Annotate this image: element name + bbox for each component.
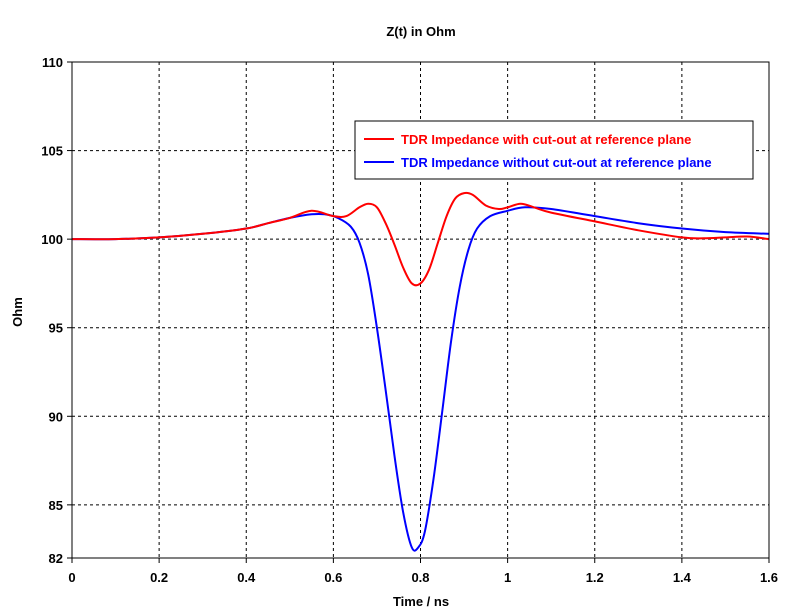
x-tick-label: 0.6 — [324, 570, 342, 585]
y-tick-label: 82 — [49, 551, 63, 566]
series-line-with-cutout — [71, 191, 770, 287]
x-tick-label: 0 — [68, 570, 75, 585]
x-tick-label: 0.4 — [237, 570, 256, 585]
y-tick-label: 95 — [49, 321, 63, 336]
legend: TDR Impedance with cut-out at reference … — [354, 120, 754, 180]
y-axis-ticks: 82 85 90 95 100 105 110 — [41, 55, 72, 566]
chart-title: Z(t) in Ohm — [386, 24, 455, 39]
x-tick-label: 0.8 — [411, 570, 429, 585]
x-tick-label: 1.2 — [586, 570, 604, 585]
x-tick-label: 1.6 — [760, 570, 778, 585]
legend-box — [354, 120, 754, 180]
x-axis-ticks: 0 0.2 0.4 0.6 0.8 1 1.2 1.4 1.6 — [68, 558, 778, 585]
series-layer — [71, 191, 770, 552]
y-axis-label: Ohm — [10, 297, 25, 327]
y-tick-label: 105 — [41, 144, 63, 159]
y-tick-label: 110 — [42, 55, 63, 70]
x-tick-label: 1.4 — [673, 570, 692, 585]
x-axis-label: Time / ns — [393, 594, 449, 609]
y-tick-label: 85 — [49, 498, 63, 513]
y-tick-label: 90 — [49, 409, 63, 424]
legend-entry-with-cutout: TDR Impedance with cut-out at reference … — [401, 132, 691, 147]
legend-entry-without-cutout: TDR Impedance without cut-out at referen… — [401, 155, 712, 170]
y-tick-label: 100 — [41, 232, 63, 247]
x-tick-label: 1 — [504, 570, 511, 585]
x-tick-label: 0.2 — [150, 570, 168, 585]
